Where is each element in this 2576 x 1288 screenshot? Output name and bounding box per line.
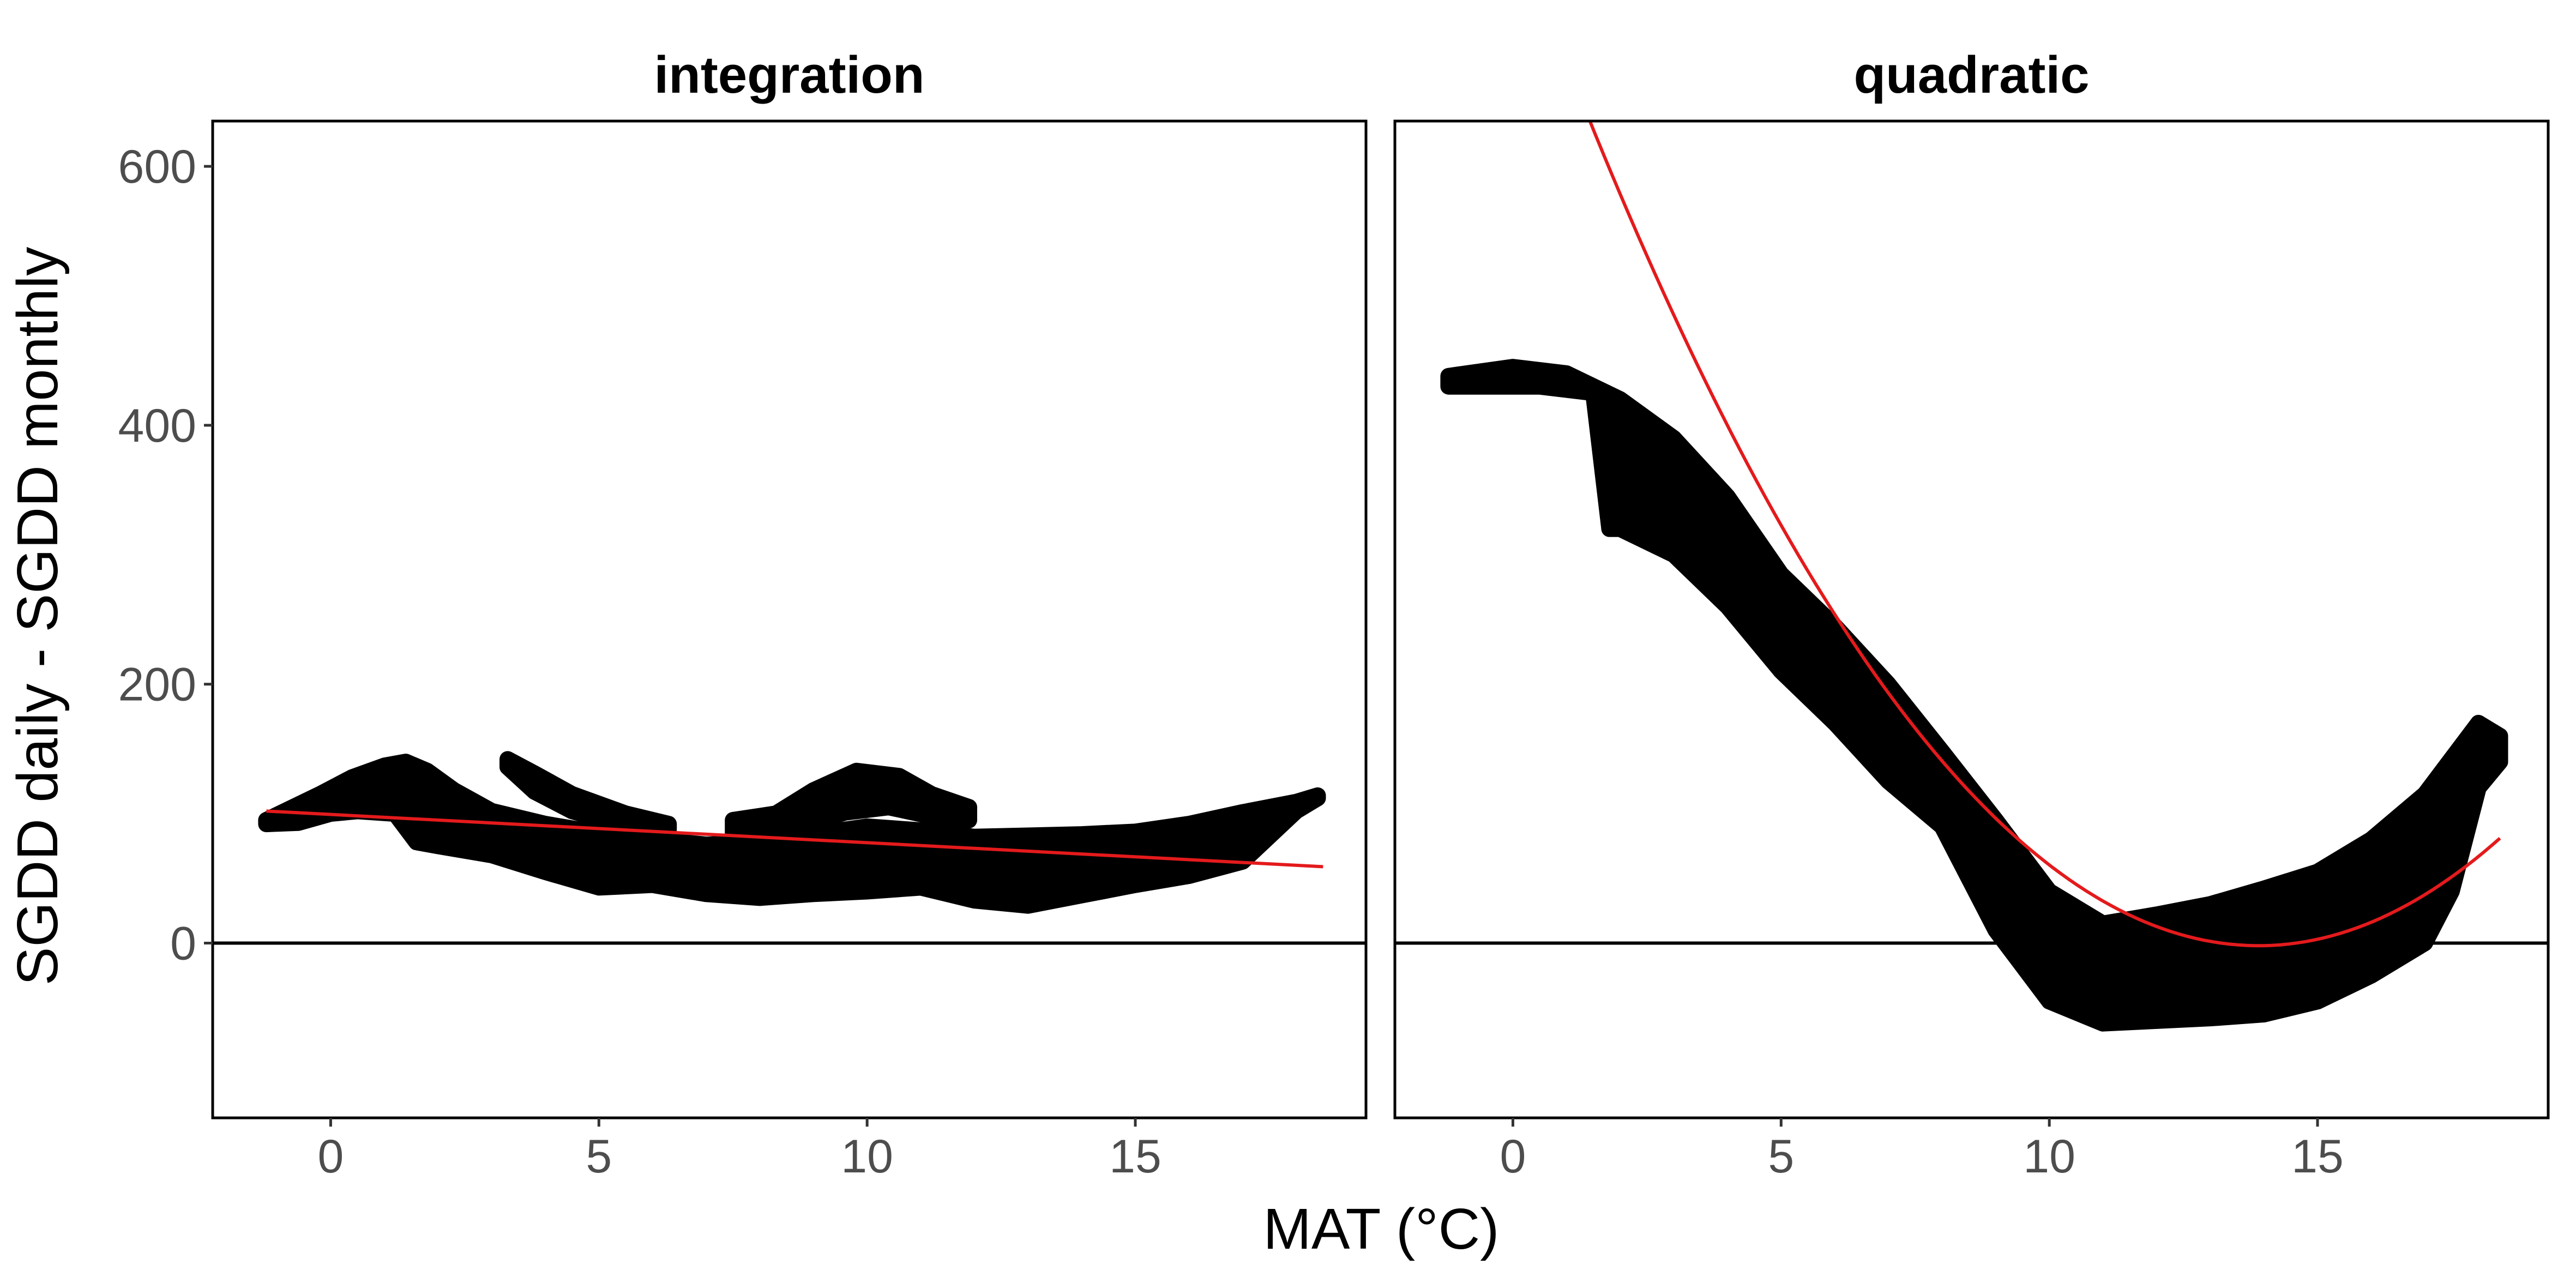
- panel-data: [213, 751, 1366, 945]
- point-cloud-0: [1440, 359, 2508, 1032]
- panel-data: [1395, 121, 2548, 1032]
- point-cloud-0: [258, 754, 1326, 914]
- fit-line: [266, 809, 1323, 869]
- x-tick-label: 5: [1768, 1130, 1794, 1183]
- x-tick-label: 10: [841, 1130, 893, 1183]
- y-tick-label: 200: [118, 659, 197, 711]
- point-cloud-1: [499, 751, 677, 838]
- panel-border: [211, 119, 1368, 1120]
- y-tick-label: 600: [118, 141, 197, 193]
- point-cloud-2: [725, 762, 977, 841]
- panel-title: quadratic: [1853, 46, 2089, 104]
- x-tick-label: 10: [2023, 1130, 2075, 1183]
- x-tick-label: 15: [2291, 1130, 2344, 1183]
- panel-border: [1393, 119, 2550, 1120]
- y-tick-label: 400: [118, 400, 197, 452]
- y-axis-title: SGDD daily - SGDD monthly: [5, 247, 70, 986]
- x-axis-title: MAT (°C): [1263, 1197, 1500, 1261]
- panel-title: integration: [654, 46, 925, 104]
- x-tick-label: 0: [1500, 1130, 1526, 1183]
- panel-quadratic: quadratic 0 5 10 15: [1393, 46, 2550, 1183]
- x-tick-label: 15: [1109, 1130, 1161, 1183]
- x-tick-label: 0: [317, 1130, 344, 1183]
- panel-integration: integration 0 5 10 15: [211, 46, 1368, 1183]
- y-tick-label: 0: [170, 918, 196, 970]
- x-tick-label: 5: [586, 1130, 612, 1183]
- y-axis: 0 200 400 600: [118, 141, 213, 970]
- fit-line: [1588, 121, 2501, 948]
